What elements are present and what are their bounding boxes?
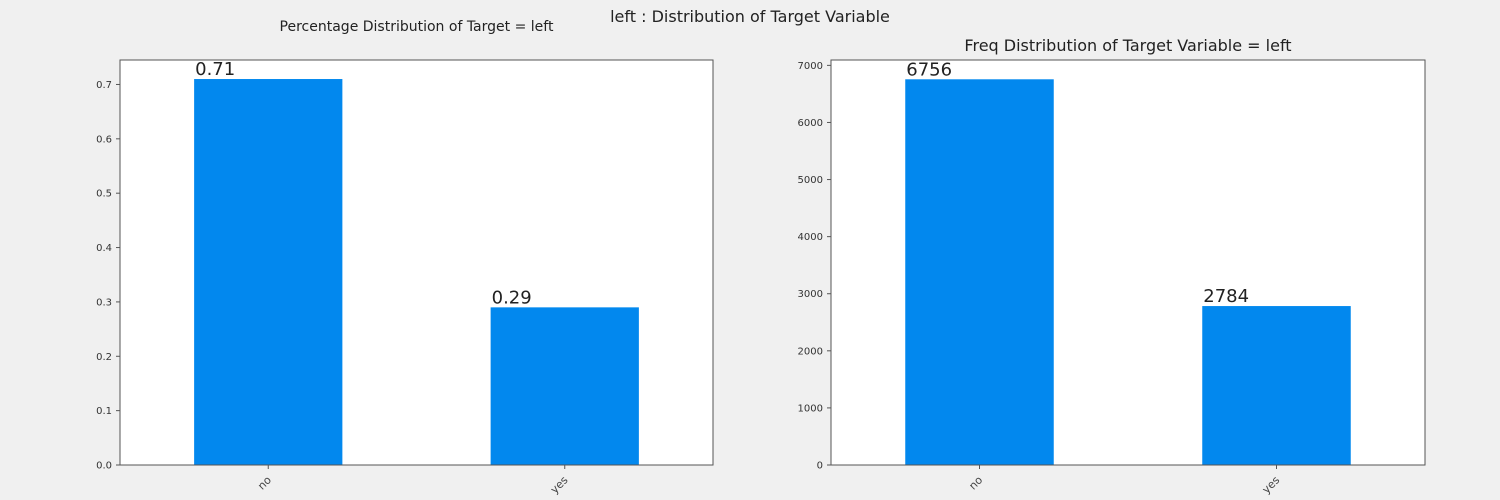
ytick-label: 0.0	[96, 461, 112, 472]
axes-frame	[119, 59, 714, 466]
bar-no	[905, 79, 1054, 466]
bar-yes	[490, 307, 639, 465]
ytick-label: 7000	[798, 61, 823, 72]
chart-title: Freq Distribution of Target Variable = l…	[964, 36, 1291, 55]
ytick-label: 0.6	[96, 134, 112, 145]
xtick-label-no: no	[255, 473, 274, 492]
ytick-label: 0.2	[96, 352, 112, 363]
data-label-yes: 0.29	[492, 287, 532, 308]
ytick-label: 0	[817, 461, 823, 472]
chart-frequency-distribution: Freq Distribution of Target Variable = l…	[798, 36, 1426, 496]
bar-no	[194, 79, 343, 465]
ytick-label: 1000	[798, 403, 823, 414]
data-label-no: 0.71	[195, 59, 235, 80]
axes-frame	[830, 59, 1426, 466]
chart-title: Percentage Distribution of Target = left	[280, 19, 554, 35]
ytick-label: 0.4	[96, 243, 112, 254]
xtick-label-yes: yes	[548, 473, 571, 496]
xtick-label-yes: yes	[1260, 473, 1283, 496]
ytick-label: 0.1	[96, 406, 112, 417]
ytick-label: 3000	[798, 289, 823, 300]
data-label-yes: 2784	[1203, 286, 1249, 307]
chart-percentage-distribution: Percentage Distribution of Target = left…	[96, 19, 714, 496]
ytick-label: 0.3	[96, 297, 112, 308]
bar-yes	[1202, 306, 1351, 465]
xtick-label-no: no	[966, 473, 985, 492]
ytick-label: 2000	[798, 346, 823, 357]
ytick-label: 0.5	[96, 189, 112, 200]
figure-suptitle: left : Distribution of Target Variable	[610, 7, 890, 26]
ytick-label: 0.7	[96, 80, 112, 91]
ytick-label: 6000	[798, 118, 823, 129]
data-label-no: 6756	[906, 59, 952, 80]
ytick-label: 4000	[798, 232, 823, 243]
ytick-label: 5000	[798, 175, 823, 186]
